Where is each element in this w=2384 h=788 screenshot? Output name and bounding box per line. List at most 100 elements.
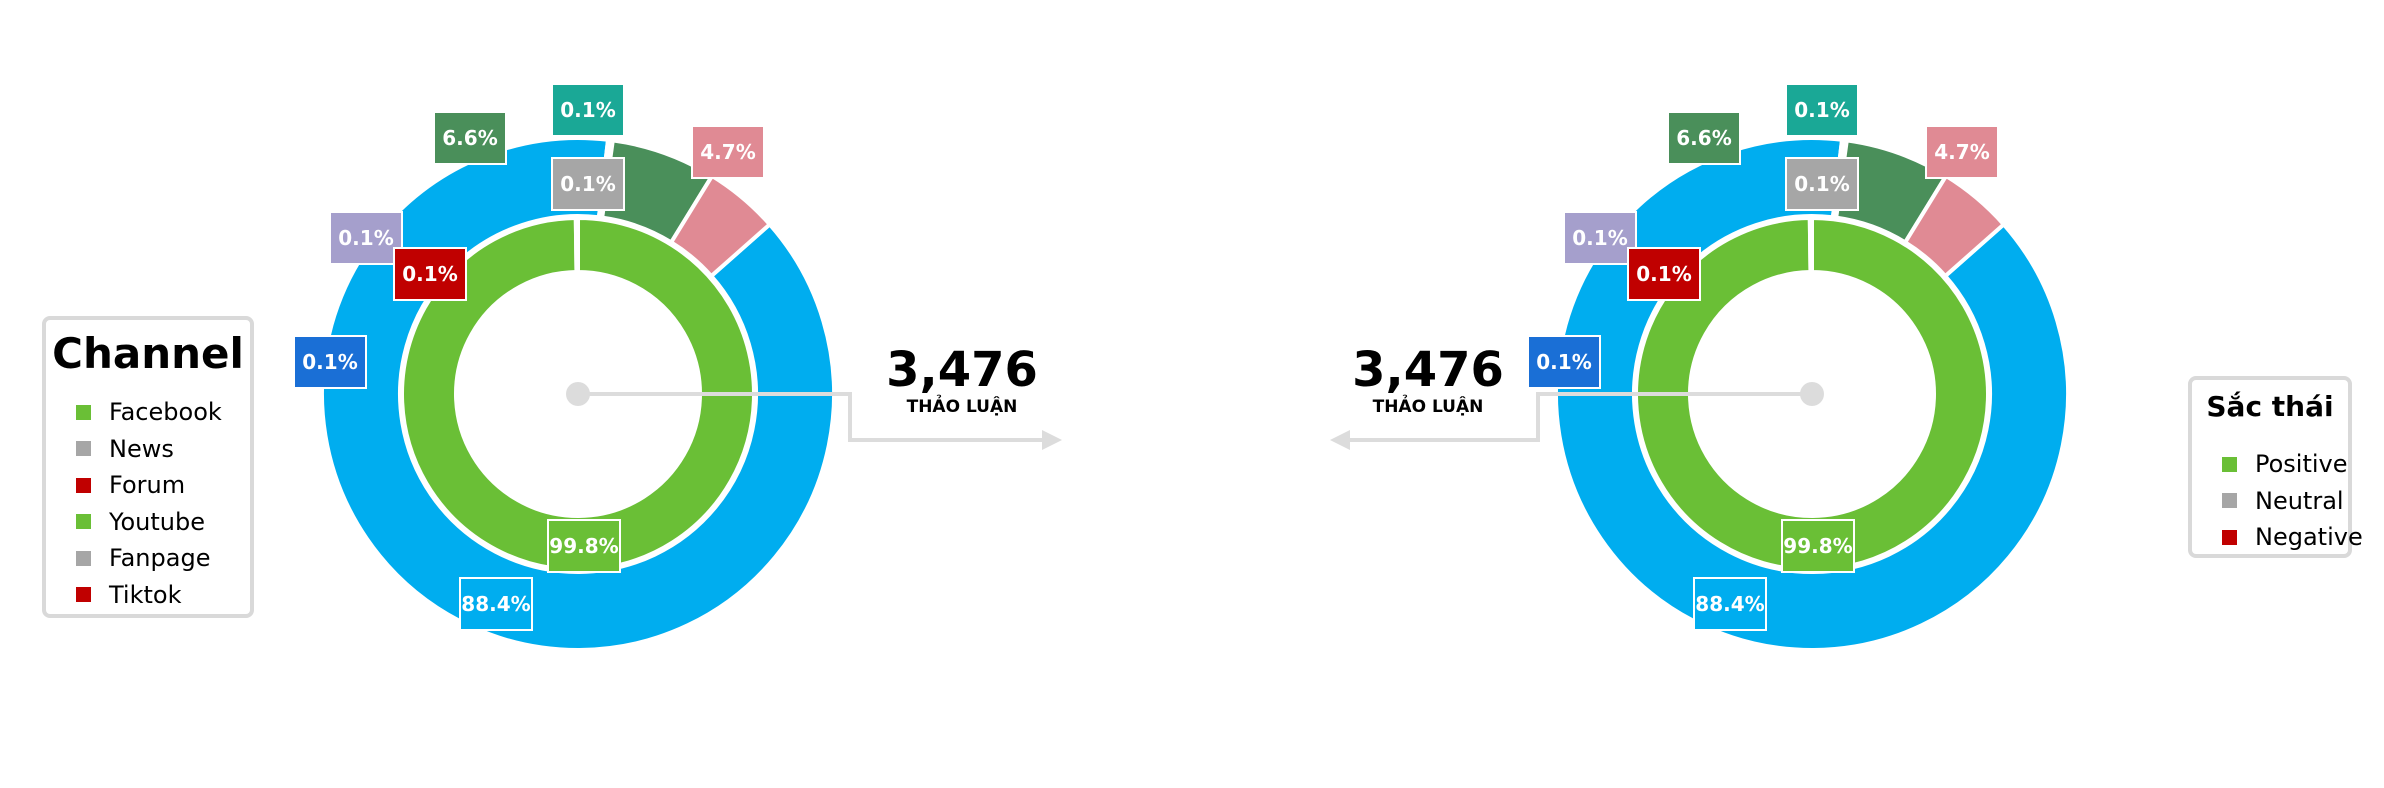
right-outer-label: 0.1% (1527, 335, 1601, 389)
left-inner-label-text: 0.1% (402, 262, 457, 286)
channel-legend-label: Forum (109, 471, 186, 500)
channel-legend-label: News (109, 434, 174, 463)
connector-lines (578, 392, 1812, 450)
sentiment-legend-swatch (2222, 529, 2237, 545)
right-inner-slice (1634, 215, 1991, 572)
sentiment-legend-label: Negative (2255, 523, 2363, 552)
left-outer-label-box (433, 111, 507, 165)
left-total-caption: THẢO LUẬN (906, 397, 1018, 417)
left-outer-label-text: 4.7% (700, 140, 755, 164)
left-outer-label-box (691, 125, 765, 179)
channel-legend-item: Tiktok (46, 577, 250, 614)
left-inner-label-box (551, 157, 625, 211)
right-total-caption: THẢO LUẬN (1372, 397, 1484, 417)
right-outer-label-text: 0.1% (1572, 226, 1627, 250)
right-inner-label-box (1627, 247, 1701, 301)
right-outer-label: 0.1% (1785, 83, 1859, 137)
channel-legend-item: Youtube (46, 504, 250, 541)
right-outer-label-box (1693, 577, 1767, 631)
sentiment-legend-label: Neutral (2255, 486, 2344, 515)
channel-legend-label: Tiktok (109, 580, 182, 609)
channel-legend-label: Youtube (109, 507, 205, 536)
left-inner-label-box (547, 519, 621, 573)
sentiment-legend-item: Positive (2192, 446, 2348, 483)
right-inner-label: 0.1% (1627, 247, 1701, 301)
channel-legend-item: Facebook (46, 394, 250, 431)
left-outer-label-text: 0.1% (560, 98, 615, 122)
right-outer-label-text: 88.4% (1695, 592, 1764, 616)
right-connector-line (1342, 392, 1812, 442)
right-total: 3,476 THẢO LUẬN (1328, 344, 1528, 418)
left-outer-label: 88.4% (459, 577, 533, 631)
channel-legend-label: Fanpage (109, 544, 211, 573)
left-connector-line (578, 392, 1050, 442)
right-outer-label-text: 0.1% (1536, 350, 1591, 374)
right-outer-label-text: 0.1% (1794, 98, 1849, 122)
channel-legend-swatch (76, 550, 91, 566)
channel-legend-swatch (76, 441, 91, 457)
channel-legend: Channel Facebook News Forum Youtube Fanpage T… (42, 316, 254, 618)
right-inner-label-text: 0.1% (1794, 172, 1849, 196)
right-inner-label-text: 0.1% (1636, 262, 1691, 286)
right-outer-label-box (1785, 83, 1859, 137)
channel-legend-item: Fanpage (46, 540, 250, 577)
left-outer-label-text: 88.4% (461, 592, 530, 616)
channel-legend-swatch (76, 514, 91, 530)
right-outer-label-text: 6.6% (1676, 126, 1731, 150)
right-outer-label-box (1527, 335, 1601, 389)
sentiment-legend-title: Sắc thái (2206, 390, 2334, 423)
left-connector-arrow (1042, 430, 1062, 450)
left-outer-label: 0.1% (551, 83, 625, 137)
right-outer-label: 0.1% (1563, 211, 1637, 265)
sentiment-legend-swatch (2222, 493, 2237, 509)
left-inner-label-text: 99.8% (549, 534, 618, 558)
right-outer-label: 88.4% (1693, 577, 1767, 631)
left-outer-label-box (293, 335, 367, 389)
sentiment-legend: Sắc thái Positive Neutral Negative (2188, 376, 2363, 558)
left-outer-label-text: 0.1% (302, 350, 357, 374)
sentiment-legend-items: Positive Neutral Negative (2192, 446, 2363, 556)
channel-legend-swatch (76, 404, 91, 420)
sentiment-legend-label: Positive (2255, 450, 2348, 479)
left-inner-label-text: 0.1% (560, 172, 615, 196)
left-outer-label: 0.1% (329, 211, 403, 265)
channel-legend-swatch (76, 477, 91, 493)
left-outer-label-text: 6.6% (442, 126, 497, 150)
channel-legend-items: Facebook News Forum Youtube Fanpage Tiktok (46, 394, 250, 613)
left-total: 3,476 THẢO LUẬN (862, 344, 1062, 418)
channel-legend-label: Facebook (109, 398, 222, 427)
left-total-value: 3,476 (886, 342, 1038, 398)
channel-legend-swatch (76, 587, 91, 603)
left-inner-slice (574, 215, 580, 275)
left-inner-label-box (393, 247, 467, 301)
right-inner-slice (1808, 215, 1814, 275)
right-inner-label-text: 99.8% (1783, 534, 1852, 558)
right-outer-label: 4.7% (1925, 125, 1999, 179)
sentiment-legend-swatch (2222, 456, 2237, 472)
left-inner-label: 0.1% (393, 247, 467, 301)
right-outer-label: 6.6% (1667, 111, 1741, 165)
sentiment-legend-item: Negative (2192, 519, 2363, 556)
left-outer-label: 0.1% (293, 335, 367, 389)
channel-legend-item: Forum (46, 467, 250, 504)
right-outer-label-box (1667, 111, 1741, 165)
right-total-value: 3,476 (1352, 342, 1504, 398)
sentiment-legend-item: Neutral (2192, 483, 2348, 520)
left-outer-label-box (329, 211, 403, 265)
left-outer-label: 6.6% (433, 111, 507, 165)
right-inner-label-box (1785, 157, 1859, 211)
left-inner-slice (400, 215, 757, 572)
left-inner-label: 99.8% (547, 519, 621, 573)
right-inner-label-box (1781, 519, 1855, 573)
channel-legend-title: Channel (52, 329, 244, 378)
left-outer-label-box (551, 83, 625, 137)
right-outer-label-box (1925, 125, 1999, 179)
right-inner-label: 99.8% (1781, 519, 1855, 573)
right-outer-label-box (1563, 211, 1637, 265)
left-outer-label-box (459, 577, 533, 631)
right-connector-arrow (1330, 430, 1350, 450)
left-inner-label: 0.1% (551, 157, 625, 211)
channel-legend-item: News (46, 431, 250, 468)
left-outer-label: 4.7% (691, 125, 765, 179)
